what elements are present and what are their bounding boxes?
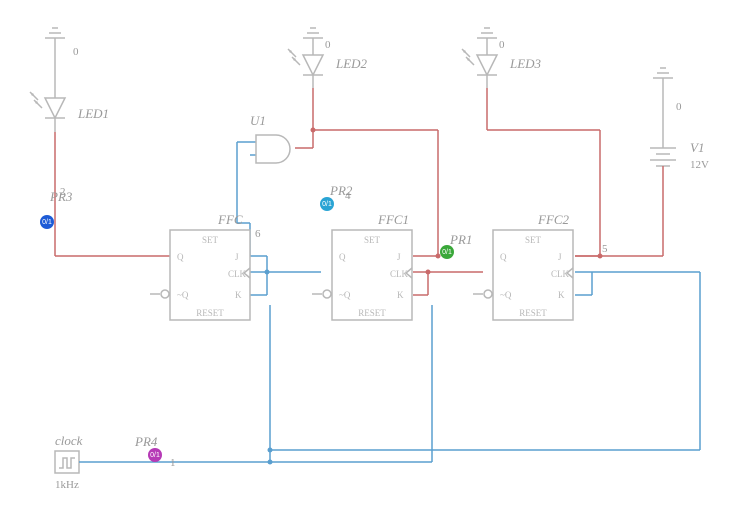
node-6: 6 <box>255 228 261 240</box>
svg-text:CLK: CLK <box>551 269 570 279</box>
gnd-led1 <box>45 28 65 38</box>
node-0-c: 0 <box>499 39 505 51</box>
svg-text:0/1: 0/1 <box>150 452 160 459</box>
clock-label: clock <box>55 433 83 448</box>
ffc-nq: ~Q <box>177 290 189 300</box>
svg-text:J: J <box>558 252 562 262</box>
ffc-reset: RESET <box>196 308 224 318</box>
ffc-clk: CLK <box>228 269 247 279</box>
net-ffc1-out <box>413 254 483 296</box>
ffc-j: J <box>235 252 239 262</box>
ffc-k: K <box>235 290 242 300</box>
led2-label: LED2 <box>335 56 368 71</box>
led1-label: LED1 <box>77 106 109 121</box>
svg-text:0/1: 0/1 <box>322 201 332 208</box>
svg-text:~Q: ~Q <box>500 290 512 300</box>
svg-text:K: K <box>397 290 404 300</box>
ffc1-label: FFC1 <box>377 212 409 227</box>
svg-text:RESET: RESET <box>519 308 547 318</box>
led2 <box>288 49 323 88</box>
pr3-probe: 0/1 <box>40 215 54 229</box>
node-0-d: 0 <box>676 101 682 113</box>
svg-text:CLK: CLK <box>390 269 409 279</box>
net-v1 <box>575 78 663 259</box>
v1-label: V1 <box>690 140 704 155</box>
gnd-led3 <box>477 28 497 38</box>
u1-label: U1 <box>250 113 266 128</box>
u1-and-gate <box>256 135 290 163</box>
node-1: 1 <box>170 457 176 469</box>
node-5: 5 <box>602 243 608 255</box>
svg-text:0/1: 0/1 <box>442 249 452 256</box>
ffc2-label: FFC2 <box>537 212 570 227</box>
ffc1: SET RESET Q ~Q J CLK K <box>323 230 412 320</box>
ffc2: SET RESET Q ~Q J CLK K <box>484 230 573 320</box>
pr4-label: PR4 <box>134 434 158 449</box>
svg-text:RESET: RESET <box>358 308 386 318</box>
led1 <box>30 92 65 132</box>
gnd-v1 <box>653 68 673 78</box>
schematic-canvas: SET RESET Q ~Q J CLK K SET RESET Q ~Q J … <box>0 0 755 510</box>
ffc-set: SET <box>202 235 219 245</box>
svg-text:J: J <box>397 252 401 262</box>
net-ffc-out <box>250 256 321 295</box>
clock-source <box>55 451 83 473</box>
clock-value: 1kHz <box>55 479 79 491</box>
svg-text:SET: SET <box>525 235 542 245</box>
v1-battery <box>650 138 676 172</box>
pr1-probe: 0/1 <box>440 245 454 259</box>
node-2: 2 <box>60 186 66 198</box>
pr4-probe: 0/1 <box>148 448 162 462</box>
gnd-led2 <box>303 28 323 38</box>
pr2-probe: 0/1 <box>320 197 334 211</box>
node-4: 4 <box>345 190 351 202</box>
led3-label: LED3 <box>509 56 542 71</box>
v1-value: 12V <box>690 159 709 171</box>
node-0-b: 0 <box>325 39 331 51</box>
pr1-label: PR1 <box>449 232 472 247</box>
node-0-a: 0 <box>73 46 79 58</box>
svg-text:Q: Q <box>500 252 507 262</box>
led3 <box>462 49 497 88</box>
svg-text:~Q: ~Q <box>339 290 351 300</box>
ffc-q: Q <box>177 252 184 262</box>
svg-text:K: K <box>558 290 565 300</box>
ffc-label: FFC <box>217 212 243 227</box>
ffc: SET RESET Q ~Q J CLK K <box>161 230 250 320</box>
net-led1 <box>55 38 170 256</box>
svg-text:SET: SET <box>364 235 381 245</box>
svg-text:Q: Q <box>339 252 346 262</box>
svg-text:0/1: 0/1 <box>42 219 52 226</box>
